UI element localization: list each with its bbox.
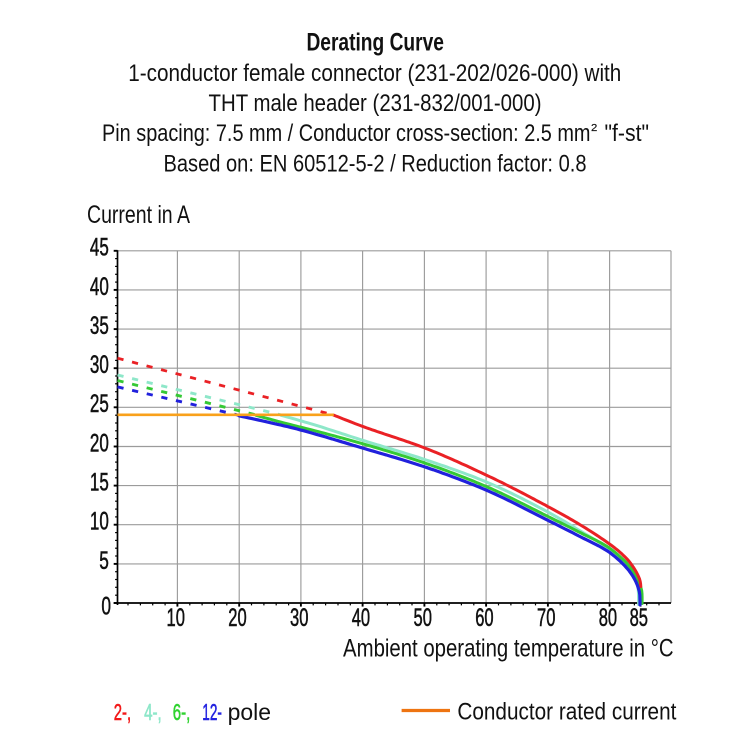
svg-text:Ambient operating temperature: Ambient operating temperature in °C <box>343 635 674 663</box>
svg-text:"f-st": "f-st" <box>605 120 650 147</box>
svg-text:Based on: EN 60512-5-2 / Reduc: Based on: EN 60512-5-2 / Reduction facto… <box>164 150 587 177</box>
svg-text:20: 20 <box>228 604 246 632</box>
svg-text:30: 30 <box>90 351 109 379</box>
svg-text:Pin spacing: 7.5 mm / Conducto: Pin spacing: 7.5 mm / Conductor cross-se… <box>102 120 591 147</box>
svg-text:40: 40 <box>352 604 370 632</box>
svg-text:pole: pole <box>228 699 271 725</box>
svg-text:10: 10 <box>90 508 109 536</box>
svg-text:40: 40 <box>90 273 109 301</box>
svg-text:30: 30 <box>290 604 308 632</box>
svg-text:35: 35 <box>90 312 109 340</box>
svg-text:2: 2 <box>591 122 597 134</box>
svg-text:6-,: 6-, <box>173 699 191 725</box>
svg-text:Current in A: Current in A <box>87 201 190 229</box>
svg-text:5: 5 <box>99 547 109 575</box>
svg-text:1-conductor female connector (: 1-conductor female connector (231-202/02… <box>128 60 621 87</box>
svg-text:THT male header (231-832/001-0: THT male header (231-832/001-000) <box>209 90 542 117</box>
svg-text:60: 60 <box>475 604 493 632</box>
svg-text:4-,: 4-, <box>144 699 162 725</box>
svg-text:2-,: 2-, <box>114 699 131 725</box>
svg-text:70: 70 <box>537 604 555 632</box>
svg-text:85: 85 <box>630 604 648 632</box>
svg-text:Conductor rated current: Conductor rated current <box>457 699 676 726</box>
svg-text:20: 20 <box>90 429 109 457</box>
svg-text:12-: 12- <box>202 699 222 725</box>
svg-text:25: 25 <box>90 390 109 418</box>
svg-text:80: 80 <box>599 604 617 632</box>
svg-text:15: 15 <box>90 469 109 497</box>
svg-text:10: 10 <box>167 604 185 632</box>
svg-text:0: 0 <box>101 593 111 621</box>
svg-text:50: 50 <box>414 604 432 632</box>
svg-text:45: 45 <box>90 234 109 262</box>
svg-text:Derating Curve: Derating Curve <box>306 29 444 57</box>
